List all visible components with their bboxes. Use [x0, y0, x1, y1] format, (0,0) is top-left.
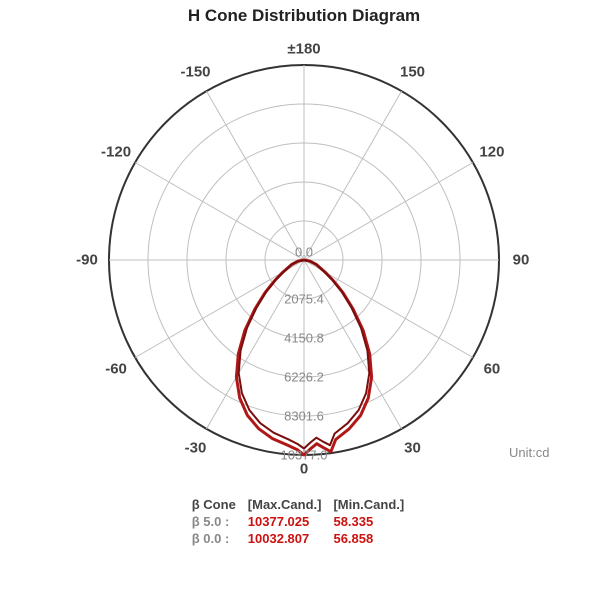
legend-row-label: β 5.0 : [192, 513, 248, 530]
legend-row-min: 58.335 [333, 513, 416, 530]
legend-row-max: 10032.807 [248, 530, 334, 547]
label-layer: ±180 -150 -120 -90 -60 -30 0 30 60 90 120 150 0.0 207… [44, 30, 564, 490]
angle-label: 150 [400, 64, 425, 81]
legend-row-label: β 0.0 : [192, 530, 248, 547]
unit-label: Unit:cd [509, 445, 549, 460]
legend-row: β 0.0 : 10032.807 56.858 [192, 530, 416, 547]
angle-label: 0 [300, 461, 308, 478]
chart-title: H Cone Distribution Diagram [0, 6, 608, 26]
ring-label: 4150.8 [284, 331, 324, 346]
legend-row: β 5.0 : 10377.025 58.335 [192, 513, 416, 530]
angle-label: -30 [185, 439, 207, 456]
ring-label: 2075.4 [284, 292, 324, 307]
legend-header-row: β Cone [Max.Cand.] [Min.Cand.] [192, 496, 416, 513]
legend-row-min: 56.858 [333, 530, 416, 547]
ring-label: 10377.0 [281, 448, 328, 463]
legend-table: β Cone [Max.Cand.] [Min.Cand.] β 5.0 : 1… [192, 496, 416, 547]
angle-label: -60 [105, 360, 127, 377]
ring-label: 0.0 [295, 245, 313, 260]
angle-label: ±180 [287, 41, 320, 58]
polar-chart: ±180 -150 -120 -90 -60 -30 0 30 60 90 120 150 0.0 207… [44, 30, 564, 490]
legend-row-max: 10377.025 [248, 513, 334, 530]
ring-label: 8301.6 [284, 409, 324, 424]
angle-label: 60 [484, 360, 501, 377]
angle-label: -90 [76, 252, 98, 269]
legend-header-max: [Max.Cand.] [248, 496, 334, 513]
legend-header-min: [Min.Cand.] [333, 496, 416, 513]
legend-header-cone: β Cone [192, 496, 248, 513]
angle-label: -120 [101, 143, 131, 160]
angle-label: 90 [513, 252, 530, 269]
angle-label: 30 [404, 439, 421, 456]
angle-label: -150 [180, 64, 210, 81]
ring-label: 6226.2 [284, 370, 324, 385]
angle-label: 120 [479, 143, 504, 160]
